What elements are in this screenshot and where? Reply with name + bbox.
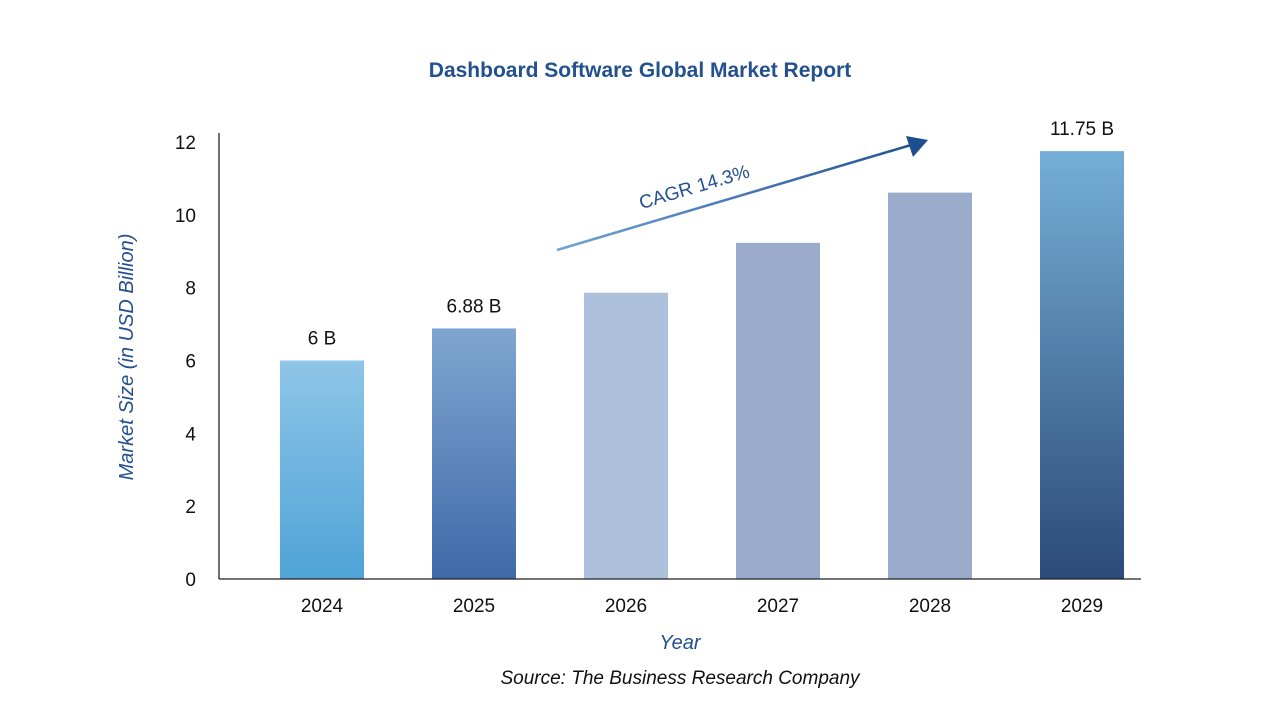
- data-label-2025: 6.88 B: [447, 296, 502, 317]
- y-axis-ticks: 0 2 4 6 8 10 12: [175, 133, 197, 591]
- bar-2028: [888, 192, 972, 579]
- x-tick-2027: 2027: [757, 596, 799, 617]
- bar-2024: [280, 360, 364, 579]
- bar-2025: [432, 328, 516, 579]
- x-tick-2028: 2028: [909, 596, 951, 617]
- bar-2029: [1040, 151, 1124, 579]
- chart-title: Dashboard Software Global Market Report: [429, 59, 851, 82]
- data-label-2024: 6 B: [308, 329, 337, 350]
- data-labels-group: 6 B 6.88 B 11.75 B: [308, 119, 1114, 349]
- y-tick-label: 10: [175, 206, 196, 227]
- cagr-arrow-line: [556, 143, 912, 252]
- y-tick-label: 4: [185, 424, 196, 445]
- cagr-arrow-head: [906, 136, 928, 157]
- x-tick-2029: 2029: [1061, 596, 1103, 617]
- bars-group: [280, 151, 1124, 580]
- bar-2027: [736, 242, 820, 580]
- x-tick-2025: 2025: [453, 596, 495, 617]
- cagr-label: CAGR 14.3%: [637, 161, 752, 214]
- data-label-2029: 11.75 B: [1050, 119, 1114, 140]
- cagr-arrow: [556, 136, 928, 252]
- bar-2026: [584, 292, 668, 579]
- y-tick-label: 8: [185, 279, 196, 300]
- y-axis-title: Market Size (in USD Billion): [116, 234, 138, 481]
- x-tick-2026: 2026: [605, 596, 647, 617]
- y-tick-label: 12: [175, 133, 196, 154]
- y-tick-label: 6: [185, 352, 196, 373]
- source-note: Source: The Business Research Company: [500, 668, 861, 689]
- y-tick-label: 2: [185, 497, 196, 518]
- x-axis-title: Year: [659, 632, 701, 654]
- x-axis-ticks: 2024 2025 2026 2027 2028 2029: [301, 596, 1103, 617]
- x-tick-2024: 2024: [301, 596, 344, 617]
- y-tick-label: 0: [185, 570, 196, 591]
